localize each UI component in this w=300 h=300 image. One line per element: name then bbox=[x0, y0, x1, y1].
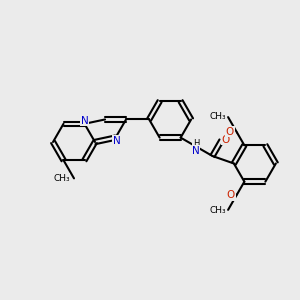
Text: N: N bbox=[113, 136, 120, 146]
Text: O: O bbox=[221, 135, 230, 145]
Text: O: O bbox=[227, 190, 235, 200]
Text: H: H bbox=[193, 139, 199, 148]
Text: CH₃: CH₃ bbox=[209, 206, 226, 215]
Text: N: N bbox=[81, 116, 88, 126]
Text: N: N bbox=[192, 146, 200, 156]
Text: O: O bbox=[226, 127, 234, 136]
Text: CH₃: CH₃ bbox=[209, 112, 226, 121]
Text: CH₃: CH₃ bbox=[53, 174, 70, 183]
